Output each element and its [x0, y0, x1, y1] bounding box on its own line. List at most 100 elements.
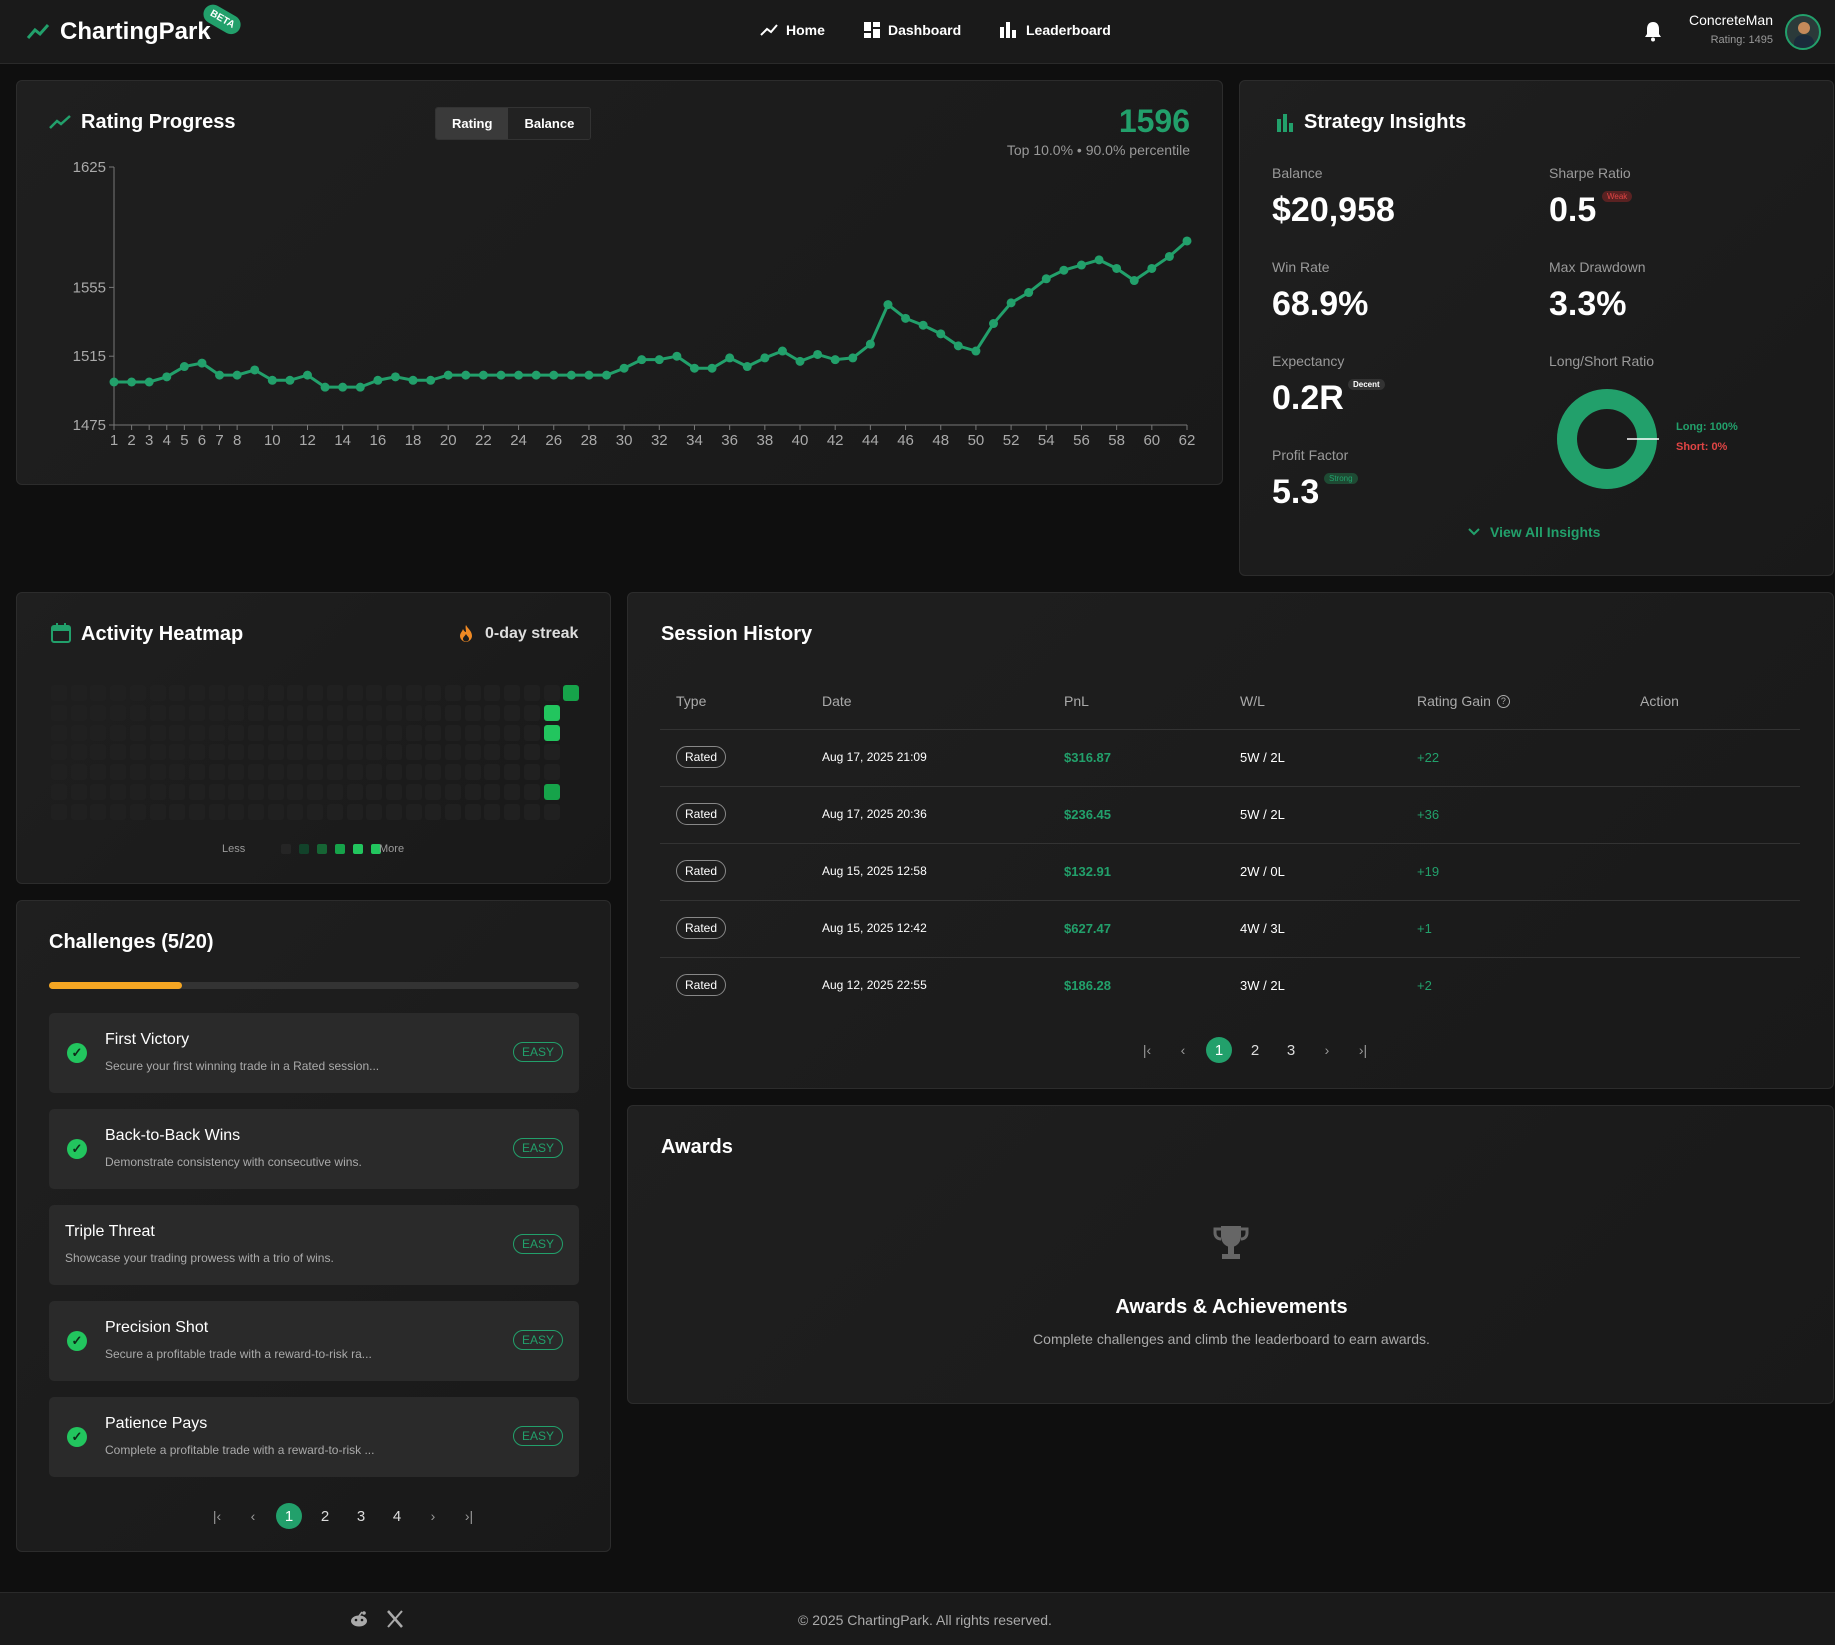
challenge-item[interactable]: ✓ Patience Pays Complete a profitable tr… [49, 1397, 579, 1477]
legend-level-0 [281, 844, 291, 854]
heatmap-cell [51, 724, 67, 741]
session-date: Aug 15, 2025 12:58 [822, 864, 927, 878]
legend-level-1 [299, 844, 309, 854]
heatmap-title: Activity Heatmap [81, 623, 244, 645]
page-button[interactable]: 1 [1206, 1037, 1232, 1063]
nav-home[interactable]: Home [760, 22, 825, 38]
avatar[interactable] [1785, 14, 1821, 50]
heatmap-cell [523, 724, 540, 741]
heatmap-cell [208, 704, 225, 721]
nav-leaderboard-label: Leaderboard [1026, 22, 1111, 38]
page-button[interactable]: 4 [392, 1507, 402, 1525]
next-page-icon[interactable]: › [1324, 1042, 1330, 1058]
heatmap-cell [188, 803, 205, 820]
session-date: Aug 17, 2025 21:09 [822, 750, 927, 764]
heatmap-cell [248, 724, 264, 741]
heatmap-cell [228, 803, 245, 820]
view-all-insights-button[interactable]: View All Insights [1468, 524, 1600, 540]
nav-dashboard[interactable]: Dashboard [864, 22, 961, 38]
table-row[interactable]: Rated Aug 17, 2025 20:36 $236.45 5W / 2L… [660, 786, 1800, 843]
heatmap-cell [425, 803, 442, 820]
heatmap-cell [169, 803, 186, 820]
last-page-icon[interactable]: ›| [464, 1508, 474, 1524]
rating-point [1182, 236, 1192, 246]
challenge-item[interactable]: ✓ Back-to-Back Wins Demonstrate consiste… [49, 1109, 579, 1189]
session-wl: 3W / 2L [1240, 978, 1285, 993]
session-type-badge: Rated [676, 803, 727, 825]
heatmap-cell [90, 764, 107, 781]
heatmap-cell [405, 704, 422, 721]
table-row[interactable]: Rated Aug 15, 2025 12:58 $132.91 2W / 0L… [660, 843, 1800, 900]
toggle-balance[interactable]: Balance [508, 108, 591, 139]
table-row[interactable]: Rated Aug 17, 2025 21:09 $316.87 5W / 2L… [660, 729, 1800, 786]
heatmap-cell [70, 685, 87, 701]
col-rating-gain-label: Rating Gain [1417, 693, 1491, 709]
y-tick-label: 1475 [73, 417, 106, 434]
page-button[interactable]: 2 [1250, 1041, 1260, 1059]
heatmap-less-label: Less [222, 843, 246, 855]
heatmap-cell [51, 803, 67, 820]
heatmap-cell [504, 724, 521, 741]
col-rating-gain: Rating Gain ? [1417, 693, 1510, 709]
leaderboard-icon [1000, 22, 1016, 38]
challenge-item[interactable]: ✓ Precision Shot Secure a profitable tra… [49, 1301, 579, 1381]
calendar-icon [51, 623, 71, 643]
heatmap-cell [188, 724, 205, 741]
long-percent: Long: 100% [1676, 421, 1738, 433]
page-button[interactable]: 1 [276, 1503, 302, 1529]
session-type-badge: Rated [676, 974, 727, 996]
heatmap-cell [543, 744, 560, 761]
page-button[interactable]: 2 [320, 1507, 330, 1525]
rating-point [760, 353, 770, 363]
rating-point [1147, 263, 1157, 273]
table-row[interactable]: Rated Aug 12, 2025 22:55 $186.28 3W / 2L… [660, 957, 1800, 1014]
session-history-card: Session History [627, 592, 1834, 1089]
next-page-icon[interactable]: › [430, 1508, 436, 1524]
rating-point [971, 346, 981, 356]
challenges-progress-track [49, 982, 579, 989]
rating-point [514, 370, 524, 380]
heatmap-cell [385, 685, 402, 701]
heatmap-cell [129, 724, 146, 741]
drawdown-label: Max Drawdown [1549, 259, 1646, 275]
session-date: Aug 15, 2025 12:42 [822, 921, 927, 935]
app-name[interactable]: ChartingPark [60, 18, 211, 45]
rating-progress-card: Rating Progress Rating Balance 1596 Top … [16, 80, 1223, 485]
rating-point [320, 382, 330, 392]
x-tick-label: 1 [110, 432, 118, 449]
heatmap-cell [110, 803, 127, 820]
heatmap-cell [504, 803, 521, 820]
rating-point [162, 372, 172, 382]
toggle-rating[interactable]: Rating [436, 108, 509, 139]
table-row[interactable]: Rated Aug 15, 2025 12:42 $627.47 4W / 3L… [660, 900, 1800, 957]
heatmap-cell [543, 784, 560, 800]
heatmap-cell [346, 724, 363, 741]
reddit-icon[interactable] [349, 1610, 369, 1628]
rating-point [619, 363, 629, 373]
heatmap-cell [228, 784, 245, 800]
bell-icon[interactable] [1644, 21, 1662, 42]
challenge-item[interactable]: Triple Threat Showcase your trading prow… [49, 1205, 579, 1285]
page-button[interactable]: 3 [356, 1507, 366, 1525]
rating-point [338, 382, 348, 392]
heatmap-cell [523, 803, 540, 820]
first-page-icon[interactable]: |‹ [212, 1508, 222, 1524]
check-circle-icon: ✓ [67, 1043, 87, 1063]
help-icon[interactable]: ? [1496, 694, 1510, 708]
nav-leaderboard[interactable]: Leaderboard [1000, 22, 1111, 38]
prev-page-icon[interactable]: ‹ [250, 1508, 256, 1524]
x-tick-label: 24 [510, 432, 527, 449]
activity-heatmap-card: Activity Heatmap 0-day streak Less More [16, 592, 611, 884]
heatmap-cell [110, 724, 127, 741]
page-button[interactable]: 3 [1286, 1041, 1296, 1059]
user-name[interactable]: ConcreteMan [1688, 12, 1773, 28]
heatmap-cell [504, 704, 521, 721]
challenge-item[interactable]: ✓ First Victory Secure your first winnin… [49, 1013, 579, 1093]
first-page-icon[interactable]: |‹ [1142, 1042, 1152, 1058]
last-page-icon[interactable]: ›| [1358, 1042, 1368, 1058]
challenge-desc: Secure your first winning trade in a Rat… [105, 1059, 380, 1073]
heatmap-cell [405, 744, 422, 761]
rating-point [443, 370, 453, 380]
prev-page-icon[interactable]: ‹ [1180, 1042, 1186, 1058]
x-twitter-icon[interactable] [386, 1610, 404, 1628]
